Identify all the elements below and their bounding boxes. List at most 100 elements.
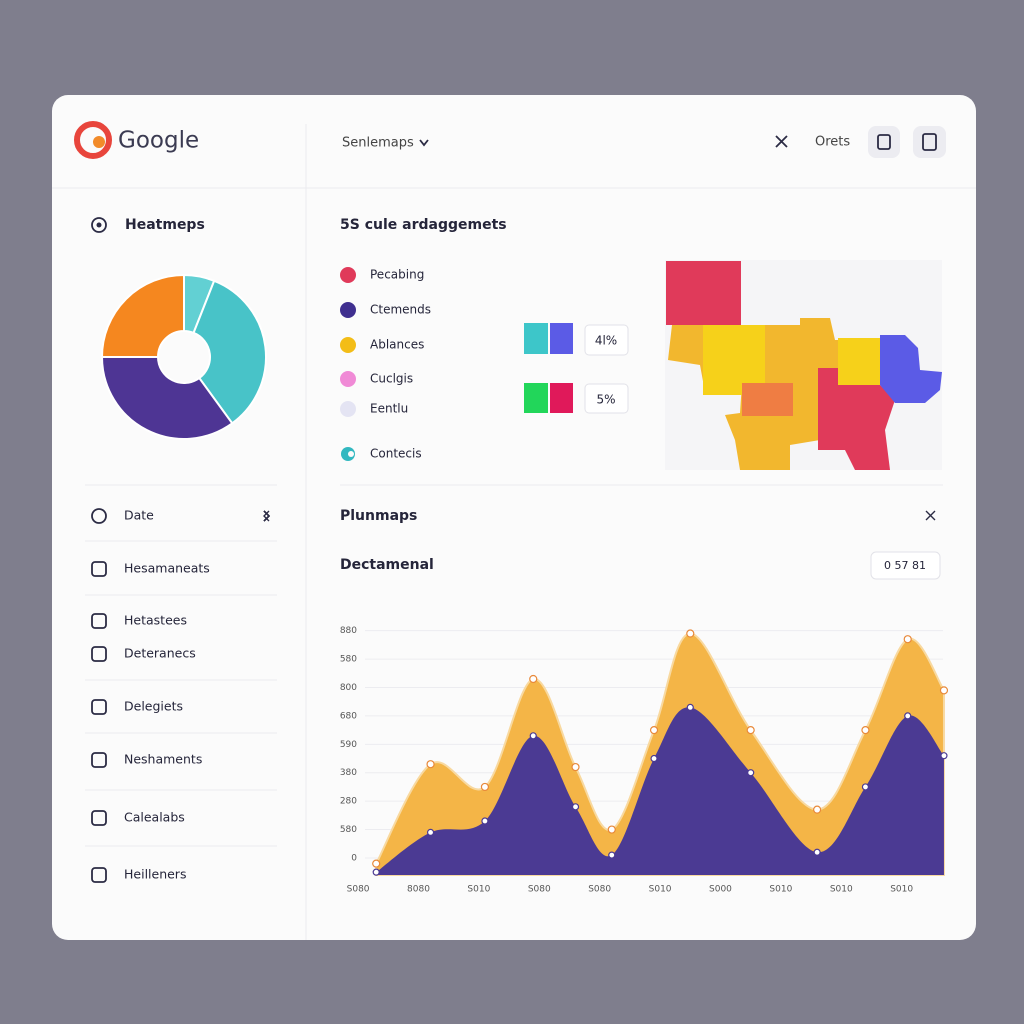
donut-chart	[100, 273, 267, 440]
data-point	[813, 805, 822, 814]
swatch	[550, 323, 573, 354]
data-point	[480, 782, 490, 792]
stat-box	[584, 383, 629, 414]
nav-icon	[91, 810, 107, 826]
button-icon	[877, 134, 891, 150]
data-point	[686, 703, 694, 711]
header-link[interactable]: Orets	[815, 135, 850, 150]
stat-value: 5%	[596, 393, 615, 407]
data-point	[372, 859, 381, 868]
close-icon[interactable]	[925, 510, 936, 521]
title-icon	[91, 217, 107, 233]
map-region	[666, 261, 741, 325]
area	[376, 707, 944, 875]
x-tick-label: S080	[588, 885, 611, 895]
data-point	[372, 868, 380, 876]
nav-icon	[91, 613, 107, 629]
nav-label[interactable]: Hetastees	[124, 613, 187, 628]
heat-map	[665, 260, 942, 470]
x-tick-label: S010	[890, 885, 913, 895]
dropdown-chevron[interactable]	[419, 139, 429, 147]
y-tick-label: 580	[340, 825, 357, 835]
icon-button[interactable]	[913, 126, 946, 158]
y-tick-label: 280	[340, 797, 357, 807]
close-icon[interactable]	[775, 135, 788, 148]
data-point	[650, 754, 658, 763]
panel-title: 5S cule ardaggemets	[340, 217, 507, 233]
data-point	[608, 851, 616, 859]
legend-label: Cuclgis	[370, 372, 413, 386]
stat-box	[584, 324, 629, 356]
nav-chevron[interactable]	[263, 510, 270, 522]
stat-value: 4l%	[595, 334, 617, 348]
x-tick-label: S010	[769, 885, 792, 895]
data-point	[607, 825, 616, 834]
data-point	[529, 674, 538, 684]
data-point	[571, 803, 580, 811]
x-tick-label: S080	[347, 885, 370, 895]
map-region	[838, 338, 880, 385]
y-tick-label: 580	[340, 655, 357, 665]
swatch	[550, 383, 573, 413]
x-tick-label: S000	[709, 885, 732, 895]
map-region	[742, 383, 793, 416]
nav-icon	[91, 699, 107, 715]
legend-dot	[340, 371, 356, 387]
data-point	[940, 752, 948, 760]
swatch	[524, 383, 548, 413]
data-point	[686, 629, 695, 638]
logo-icon	[74, 121, 112, 159]
map-region	[818, 368, 895, 470]
x-tick-label: S010	[830, 885, 853, 895]
nav-label[interactable]: Neshaments	[124, 752, 202, 767]
data-point	[571, 762, 580, 772]
section-title: Plunmaps	[340, 508, 417, 524]
swatch	[524, 323, 548, 354]
donut-slice	[100, 273, 185, 358]
legend-dot	[340, 401, 356, 417]
data-point	[649, 726, 659, 735]
nav-label[interactable]: Calealabs	[124, 810, 185, 825]
nav-label[interactable]: Delegiets	[124, 699, 183, 714]
badge-text: 0 57 81	[884, 559, 926, 572]
dropdown[interactable]: Senlemaps	[342, 136, 414, 151]
sidebar-title: Heatmeps	[125, 217, 205, 233]
legend-label: Pecabing	[370, 268, 424, 282]
legend-label: Contecis	[370, 447, 422, 461]
nav-chevron[interactable]	[263, 510, 270, 522]
legend: Pecabing Ctemends Ablances Cuclgis Eentl…	[340, 267, 431, 461]
nav-label[interactable]: Date	[124, 508, 154, 523]
nav-label[interactable]: Hesamaneats	[124, 561, 210, 576]
legend-dot	[340, 302, 356, 318]
area-chart: 0 580 280 380 590 680 800 580 880 S080 8080 S010 S08…	[340, 626, 949, 895]
x-tick-label: S010	[467, 885, 490, 895]
legend-dot-cut	[348, 451, 354, 457]
nav-icon	[91, 646, 107, 662]
x-tick-label: 8080	[407, 885, 430, 895]
nav-label[interactable]: Deteranecs	[124, 646, 196, 661]
nav-icon	[91, 561, 107, 577]
button-icon	[922, 133, 937, 151]
data-point	[747, 769, 755, 777]
data-point	[746, 726, 755, 735]
data-point	[903, 635, 912, 644]
data-point	[529, 732, 537, 740]
x-tick-label: S010	[649, 885, 672, 895]
title-icon-dot	[96, 222, 102, 228]
legend-label: Ablances	[370, 338, 424, 352]
y-tick-label: 680	[340, 711, 357, 721]
chart-title: Dectamenal	[340, 557, 434, 573]
legend-dot	[340, 267, 356, 283]
y-tick-label: 0	[351, 853, 357, 863]
x-tick-label: S080	[528, 885, 551, 895]
data-point	[481, 817, 489, 825]
nav-label[interactable]: Heilleners	[124, 867, 186, 882]
y-tick-label: 380	[340, 768, 357, 778]
y-tick-label: 590	[340, 740, 357, 750]
nav-icon	[91, 508, 107, 524]
y-tick-label: 800	[340, 683, 357, 693]
y-tick-label: 880	[340, 626, 357, 636]
legend-label: Ctemends	[370, 303, 431, 317]
icon-button[interactable]	[868, 126, 900, 158]
donut-slice	[192, 279, 267, 425]
